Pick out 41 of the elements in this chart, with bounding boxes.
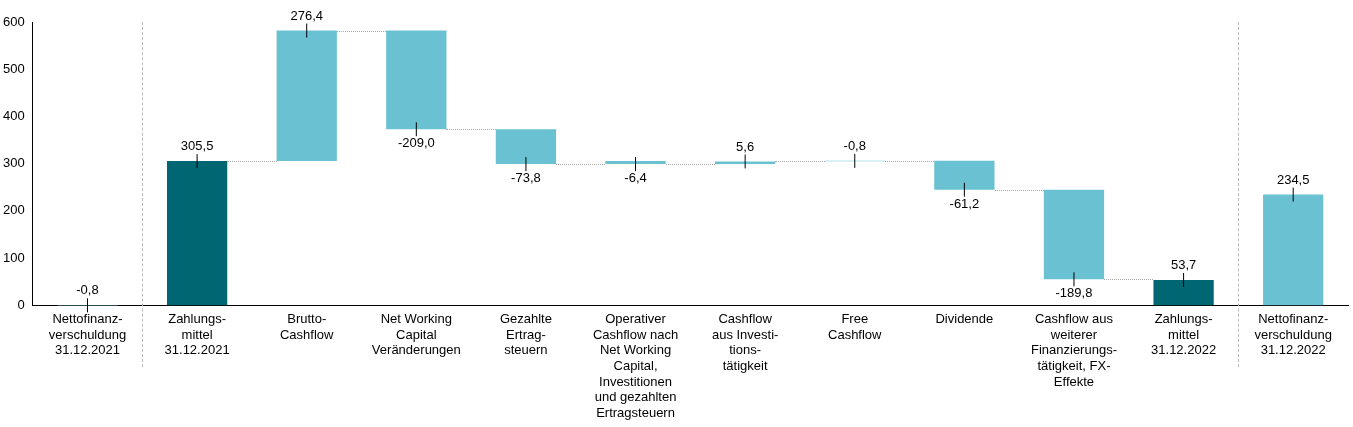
y-tick-label: 400 <box>2 108 25 124</box>
x-tick-label: Zahlungs- mittel 31.12.2021 <box>164 311 230 358</box>
data-label: 234,5 <box>1276 171 1310 187</box>
data-label: 53,7 <box>1170 257 1197 273</box>
x-tick-label: Brutto- Cashflow <box>279 311 335 342</box>
bar <box>605 161 666 165</box>
bar <box>1043 189 1105 280</box>
data-label: -0,8 <box>843 137 866 153</box>
data-label: -73,8 <box>511 170 541 186</box>
data-label: -6,4 <box>624 170 647 186</box>
data-label: -189,8 <box>1055 285 1093 301</box>
x-tick-label: Free Cashflow <box>828 311 883 342</box>
x-tick-label: Gezahlte Ertrag- steuern <box>499 311 552 358</box>
x-tick-label: Operativer Cashflow nach Net Working Capital, Investitionen und gezahlten Ertragsteuern <box>592 311 679 420</box>
bar <box>715 161 776 165</box>
data-label: -61,2 <box>949 195 980 211</box>
bar <box>934 160 995 190</box>
y-tick-label: 600 <box>2 13 25 29</box>
x-tick-label: Dividende <box>935 311 994 327</box>
bar <box>166 161 228 306</box>
bar <box>1263 194 1324 306</box>
x-tick-label: Cashflow aus weiterer Finanzierungs- tätigkeit, FX- Effekte <box>1030 311 1117 389</box>
y-tick-label: 200 <box>2 202 25 218</box>
data-label: -0,8 <box>76 282 99 298</box>
data-label: -209,0 <box>397 135 435 151</box>
x-tick-label: Net Working Capital Veränderungen <box>371 311 461 358</box>
bar <box>495 129 557 165</box>
x-tick-label: Cashflow aus Investi- tions- tätigkeit <box>711 311 779 373</box>
y-tick-label: 100 <box>2 249 25 265</box>
data-label: 5,6 <box>736 138 755 154</box>
x-tick-label: Nettofinanz- verschuldung 31.12.2022 <box>1254 311 1332 358</box>
bar <box>386 30 447 130</box>
bar <box>1153 279 1214 306</box>
data-label: 276,4 <box>290 7 323 23</box>
x-tick-label: Zahlungs- mittel 31.12.2022 <box>1151 311 1217 358</box>
data-label: 305,5 <box>180 138 214 154</box>
bar <box>276 30 337 162</box>
y-tick-label: 0 <box>17 296 25 312</box>
y-tick-label: 500 <box>2 60 25 76</box>
x-tick-label: Nettofinanz- verschuldung 31.12.2021 <box>48 311 127 358</box>
y-tick-label: 300 <box>2 155 25 171</box>
